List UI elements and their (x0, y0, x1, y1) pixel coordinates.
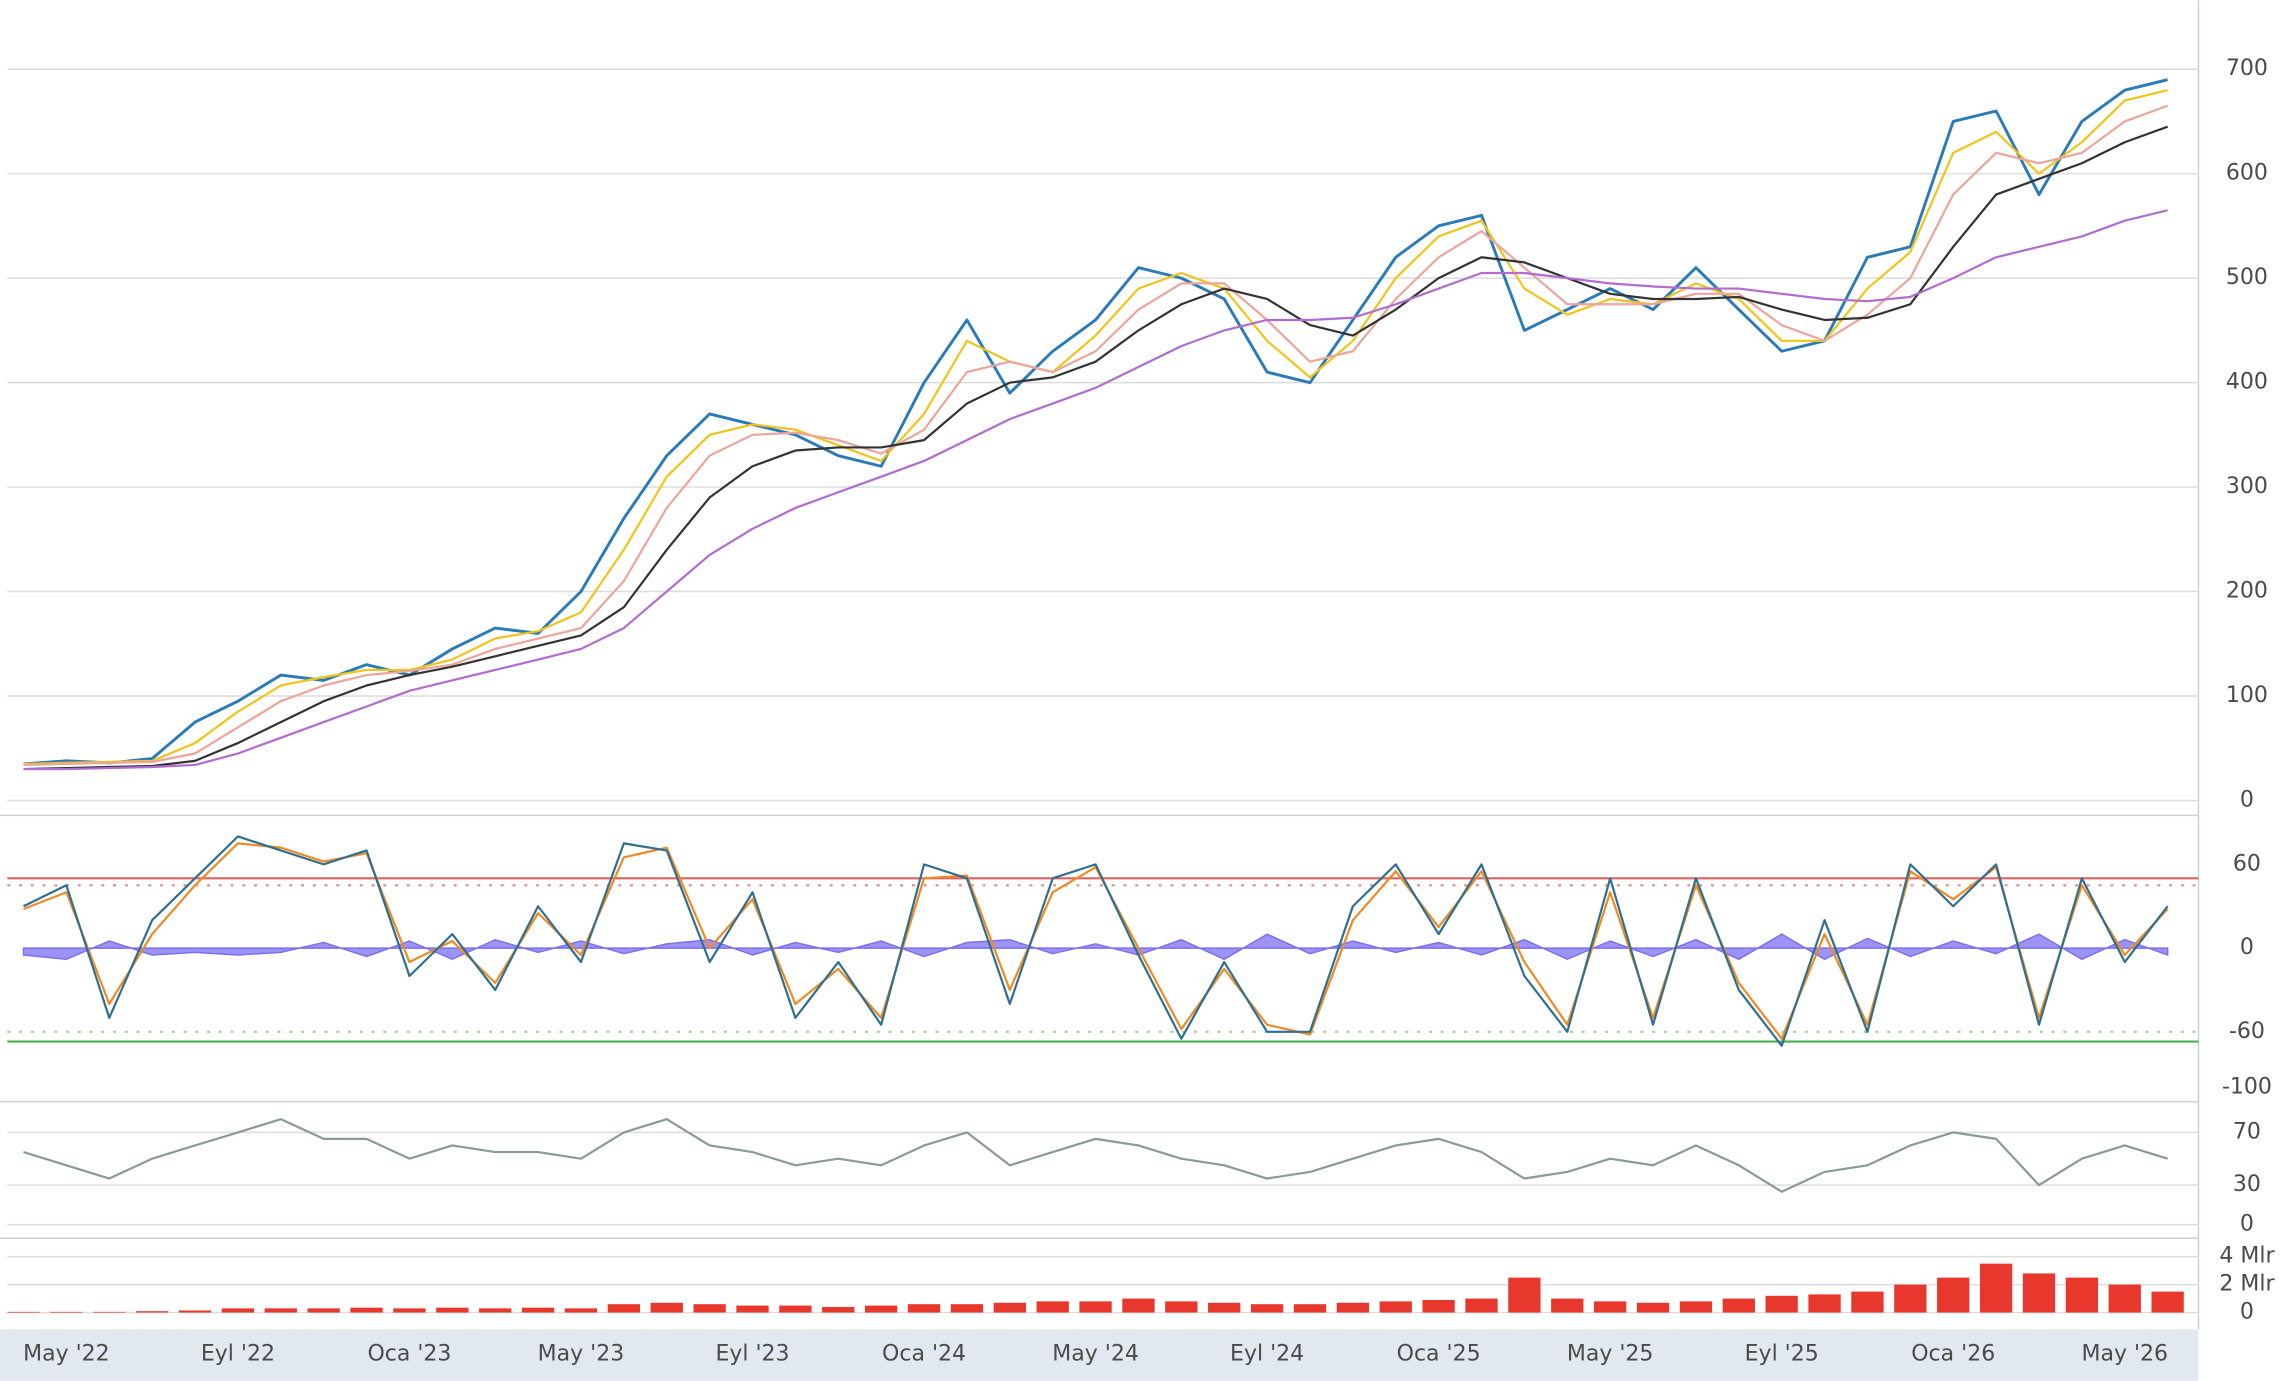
x-tick-label: May '25 (1567, 1341, 1654, 1366)
y-tick-label: 400 (2226, 370, 2268, 395)
y-tick-label: 30 (2233, 1172, 2261, 1197)
x-tick-label: May '26 (2081, 1341, 2168, 1366)
volume-bar (822, 1306, 855, 1313)
y-tick-label: -60 (2229, 1019, 2265, 1044)
volume-bar (993, 1302, 1026, 1313)
volume-bar (350, 1307, 383, 1313)
volume-bar (50, 1311, 83, 1313)
volume-bar (178, 1310, 212, 1313)
volume-bar (864, 1305, 898, 1313)
y-tick-label: -100 (2222, 1075, 2272, 1100)
x-tick-label: Oca '24 (882, 1341, 966, 1366)
volume-bar (7, 1311, 40, 1313)
x-tick-label: Eyl '24 (1230, 1341, 1304, 1366)
volume-bar (1636, 1302, 1670, 1313)
volume-bar (1208, 1302, 1241, 1313)
volume-bar (393, 1308, 426, 1313)
series-line (23, 1118, 2168, 1193)
y-tick-label: 600 (2226, 161, 2268, 186)
y-tick-label: 0 (2240, 1212, 2254, 1237)
volume-bar (1594, 1301, 1627, 1313)
y-tick-label: 200 (2226, 579, 2268, 604)
volume-bar (2151, 1291, 2184, 1313)
series-line (23, 125, 2169, 771)
x-tick-label: Oca '26 (1911, 1341, 1995, 1366)
volume-bar (1851, 1291, 1884, 1313)
x-tick-label: May '24 (1052, 1341, 1139, 1366)
series-line (23, 89, 2168, 766)
volume-bar (1250, 1304, 1284, 1313)
x-tick-label: Eyl '22 (201, 1341, 275, 1366)
volume-bar (264, 1308, 297, 1313)
volume-bar (1894, 1284, 1927, 1313)
volume-bar (907, 1304, 941, 1313)
y-tick-label: 2 Mlr (2219, 1272, 2275, 1297)
volume-bar (779, 1305, 812, 1313)
volume-bar (1722, 1298, 1755, 1313)
volume-bar (1765, 1295, 1798, 1313)
volume-bar (1508, 1277, 1541, 1313)
volume-bar (736, 1305, 769, 1313)
volume-bar (1293, 1304, 1327, 1313)
y-tick-label: 700 (2226, 56, 2268, 81)
volume-bar (607, 1304, 641, 1313)
volume-bar (1979, 1263, 2013, 1313)
volume-bar (2022, 1273, 2056, 1313)
volume-bar (1036, 1301, 1069, 1313)
series-line (23, 104, 2169, 767)
volume-bar (1551, 1298, 1584, 1313)
series-line (23, 78, 2168, 766)
y-tick-label: 0 (2240, 1300, 2254, 1325)
y-tick-label: 0 (2240, 787, 2254, 812)
volume-bar (307, 1308, 340, 1313)
volume-bar (1379, 1301, 1412, 1313)
volume-bar (1336, 1302, 1370, 1313)
volume-bar (650, 1302, 683, 1313)
volume-bar (2065, 1277, 2099, 1313)
y-tick-label: 300 (2226, 474, 2268, 499)
x-tick-label: May '23 (538, 1341, 625, 1366)
y-tick-label: 4 Mlr (2219, 1244, 2275, 1269)
volume-bar (1679, 1301, 1713, 1313)
volume-bar (693, 1304, 726, 1313)
x-tick-label: Oca '25 (1397, 1341, 1481, 1366)
volume-bar (1465, 1298, 1498, 1313)
x-tick-label: Eyl '25 (1745, 1341, 1819, 1366)
y-tick-label: 500 (2226, 265, 2268, 290)
x-tick-label: May '22 (23, 1341, 110, 1366)
volume-bar (221, 1308, 255, 1313)
volume-bar (950, 1304, 984, 1313)
volume-bar (479, 1308, 512, 1313)
volume-bar (521, 1307, 555, 1313)
volume-bar (436, 1307, 469, 1313)
y-tick-label: 0 (2240, 935, 2254, 960)
x-tick-label: Oca '23 (367, 1341, 451, 1366)
y-tick-label: 70 (2233, 1119, 2261, 1144)
volume-bar (135, 1311, 169, 1313)
volume-bar (1079, 1301, 1112, 1313)
volume-bar (1165, 1301, 1198, 1313)
volume-bar (1422, 1299, 1455, 1313)
x-tick-label: Eyl '23 (715, 1341, 789, 1366)
series-line (23, 209, 2168, 771)
y-tick-label: 100 (2226, 683, 2268, 708)
volume-bar (564, 1308, 598, 1313)
volume-bar (93, 1311, 126, 1313)
volume-bar (1122, 1298, 1155, 1313)
volume-bar (1937, 1277, 1970, 1313)
volume-bar (1808, 1294, 1841, 1313)
y-tick-label: 60 (2233, 851, 2261, 876)
volume-bar (2108, 1284, 2141, 1313)
x-axis-band (0, 1329, 2199, 1381)
series-line (23, 835, 2169, 1047)
